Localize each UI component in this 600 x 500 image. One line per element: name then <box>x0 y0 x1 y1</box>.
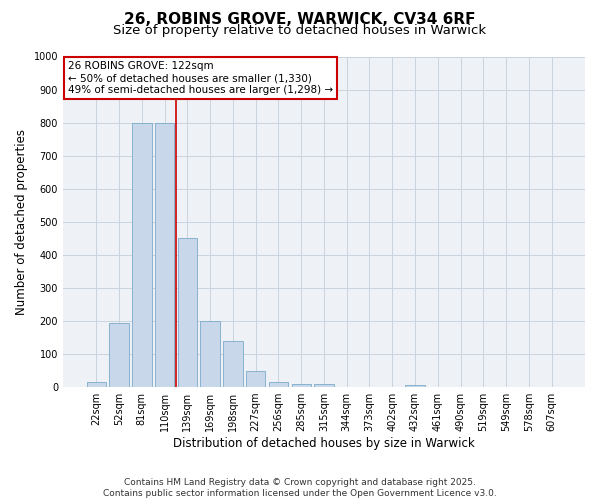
Bar <box>200 321 220 387</box>
Text: 26, ROBINS GROVE, WARWICK, CV34 6RF: 26, ROBINS GROVE, WARWICK, CV34 6RF <box>124 12 476 28</box>
X-axis label: Distribution of detached houses by size in Warwick: Distribution of detached houses by size … <box>173 437 475 450</box>
Bar <box>86 382 106 387</box>
Bar <box>155 122 174 387</box>
Text: 26 ROBINS GROVE: 122sqm
← 50% of detached houses are smaller (1,330)
49% of semi: 26 ROBINS GROVE: 122sqm ← 50% of detache… <box>68 62 333 94</box>
Text: Contains HM Land Registry data © Crown copyright and database right 2025.
Contai: Contains HM Land Registry data © Crown c… <box>103 478 497 498</box>
Bar <box>178 238 197 387</box>
Bar <box>109 322 129 387</box>
Bar <box>269 382 288 387</box>
Bar <box>406 386 425 387</box>
Y-axis label: Number of detached properties: Number of detached properties <box>15 129 28 315</box>
Bar <box>132 122 152 387</box>
Bar <box>246 370 265 387</box>
Bar <box>314 384 334 387</box>
Text: Size of property relative to detached houses in Warwick: Size of property relative to detached ho… <box>113 24 487 37</box>
Bar <box>292 384 311 387</box>
Bar <box>223 341 242 387</box>
